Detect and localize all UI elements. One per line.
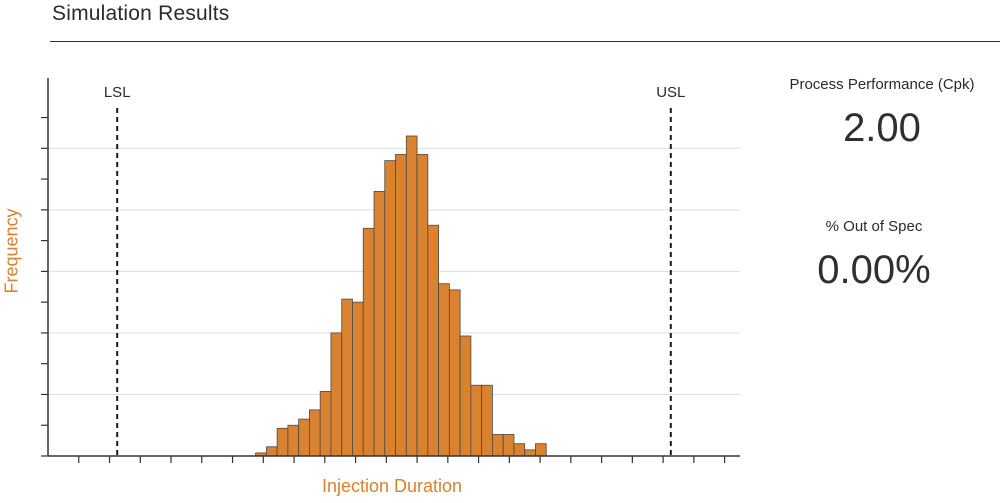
histogram-bar	[298, 418, 310, 457]
histogram-bar	[492, 434, 504, 457]
cpk-label: Process Performance (Cpk)	[789, 76, 975, 93]
page-title: Simulation Results	[52, 2, 230, 25]
histogram-bar	[319, 390, 332, 457]
histogram-bar	[265, 446, 278, 457]
histogram-bar	[405, 135, 418, 457]
histogram-bar	[341, 298, 353, 457]
histogram-bars	[255, 135, 547, 457]
histogram-bar	[459, 335, 472, 457]
histogram-bar	[438, 283, 450, 457]
x-axis-label: Injection Duration	[321, 476, 463, 496]
histogram-bar	[502, 434, 515, 457]
axes	[41, 78, 740, 463]
histogram-bar	[276, 427, 289, 457]
out-of-spec-value: 0.00%	[817, 248, 931, 292]
cpk-value: 2.00	[843, 106, 921, 150]
histogram-bar	[448, 289, 461, 457]
histogram-bar	[287, 424, 300, 457]
spec-limit-label: USL	[656, 84, 685, 101]
histogram-bar	[470, 384, 483, 457]
histogram-bar	[416, 154, 429, 457]
histogram-bar	[362, 227, 375, 457]
histogram-bar	[535, 443, 547, 457]
histogram-bar	[384, 160, 396, 457]
y-axis-label: Frequency	[1, 208, 22, 294]
histogram-bar	[395, 154, 407, 457]
title-divider	[50, 41, 1000, 42]
histogram-bar	[309, 409, 321, 457]
histogram-bar	[373, 190, 386, 457]
spec-limit-label: LSL	[104, 84, 131, 101]
spec-limits: LSL USL	[104, 84, 685, 456]
histogram-bar	[513, 443, 526, 457]
histogram-bar	[524, 449, 536, 457]
histogram-bar	[352, 301, 364, 457]
histogram-bar	[330, 332, 343, 457]
out-of-spec-label: % Out of Spec	[825, 218, 923, 235]
histogram-bar	[427, 224, 439, 457]
histogram-bar	[481, 384, 493, 457]
